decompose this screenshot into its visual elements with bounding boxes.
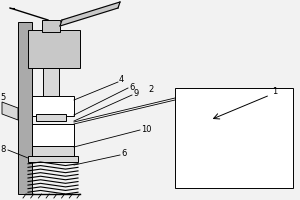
- Polygon shape: [2, 102, 18, 120]
- Text: 5: 5: [0, 94, 5, 102]
- Text: 10: 10: [141, 124, 152, 134]
- Polygon shape: [60, 2, 120, 26]
- Text: 2: 2: [148, 86, 153, 95]
- Bar: [42, 20, 60, 32]
- Bar: [18, 22, 32, 194]
- Text: 6: 6: [121, 150, 126, 158]
- Bar: [28, 30, 80, 68]
- Bar: [175, 88, 293, 188]
- Bar: [32, 124, 74, 146]
- Text: 9: 9: [133, 90, 138, 98]
- Text: 8: 8: [0, 146, 5, 154]
- Text: 1: 1: [272, 88, 277, 97]
- Bar: [36, 114, 66, 121]
- Bar: [43, 68, 59, 96]
- Text: 4: 4: [119, 75, 124, 84]
- Bar: [32, 96, 74, 116]
- Text: 6: 6: [129, 82, 134, 92]
- Bar: [32, 146, 74, 156]
- Bar: [28, 156, 78, 162]
